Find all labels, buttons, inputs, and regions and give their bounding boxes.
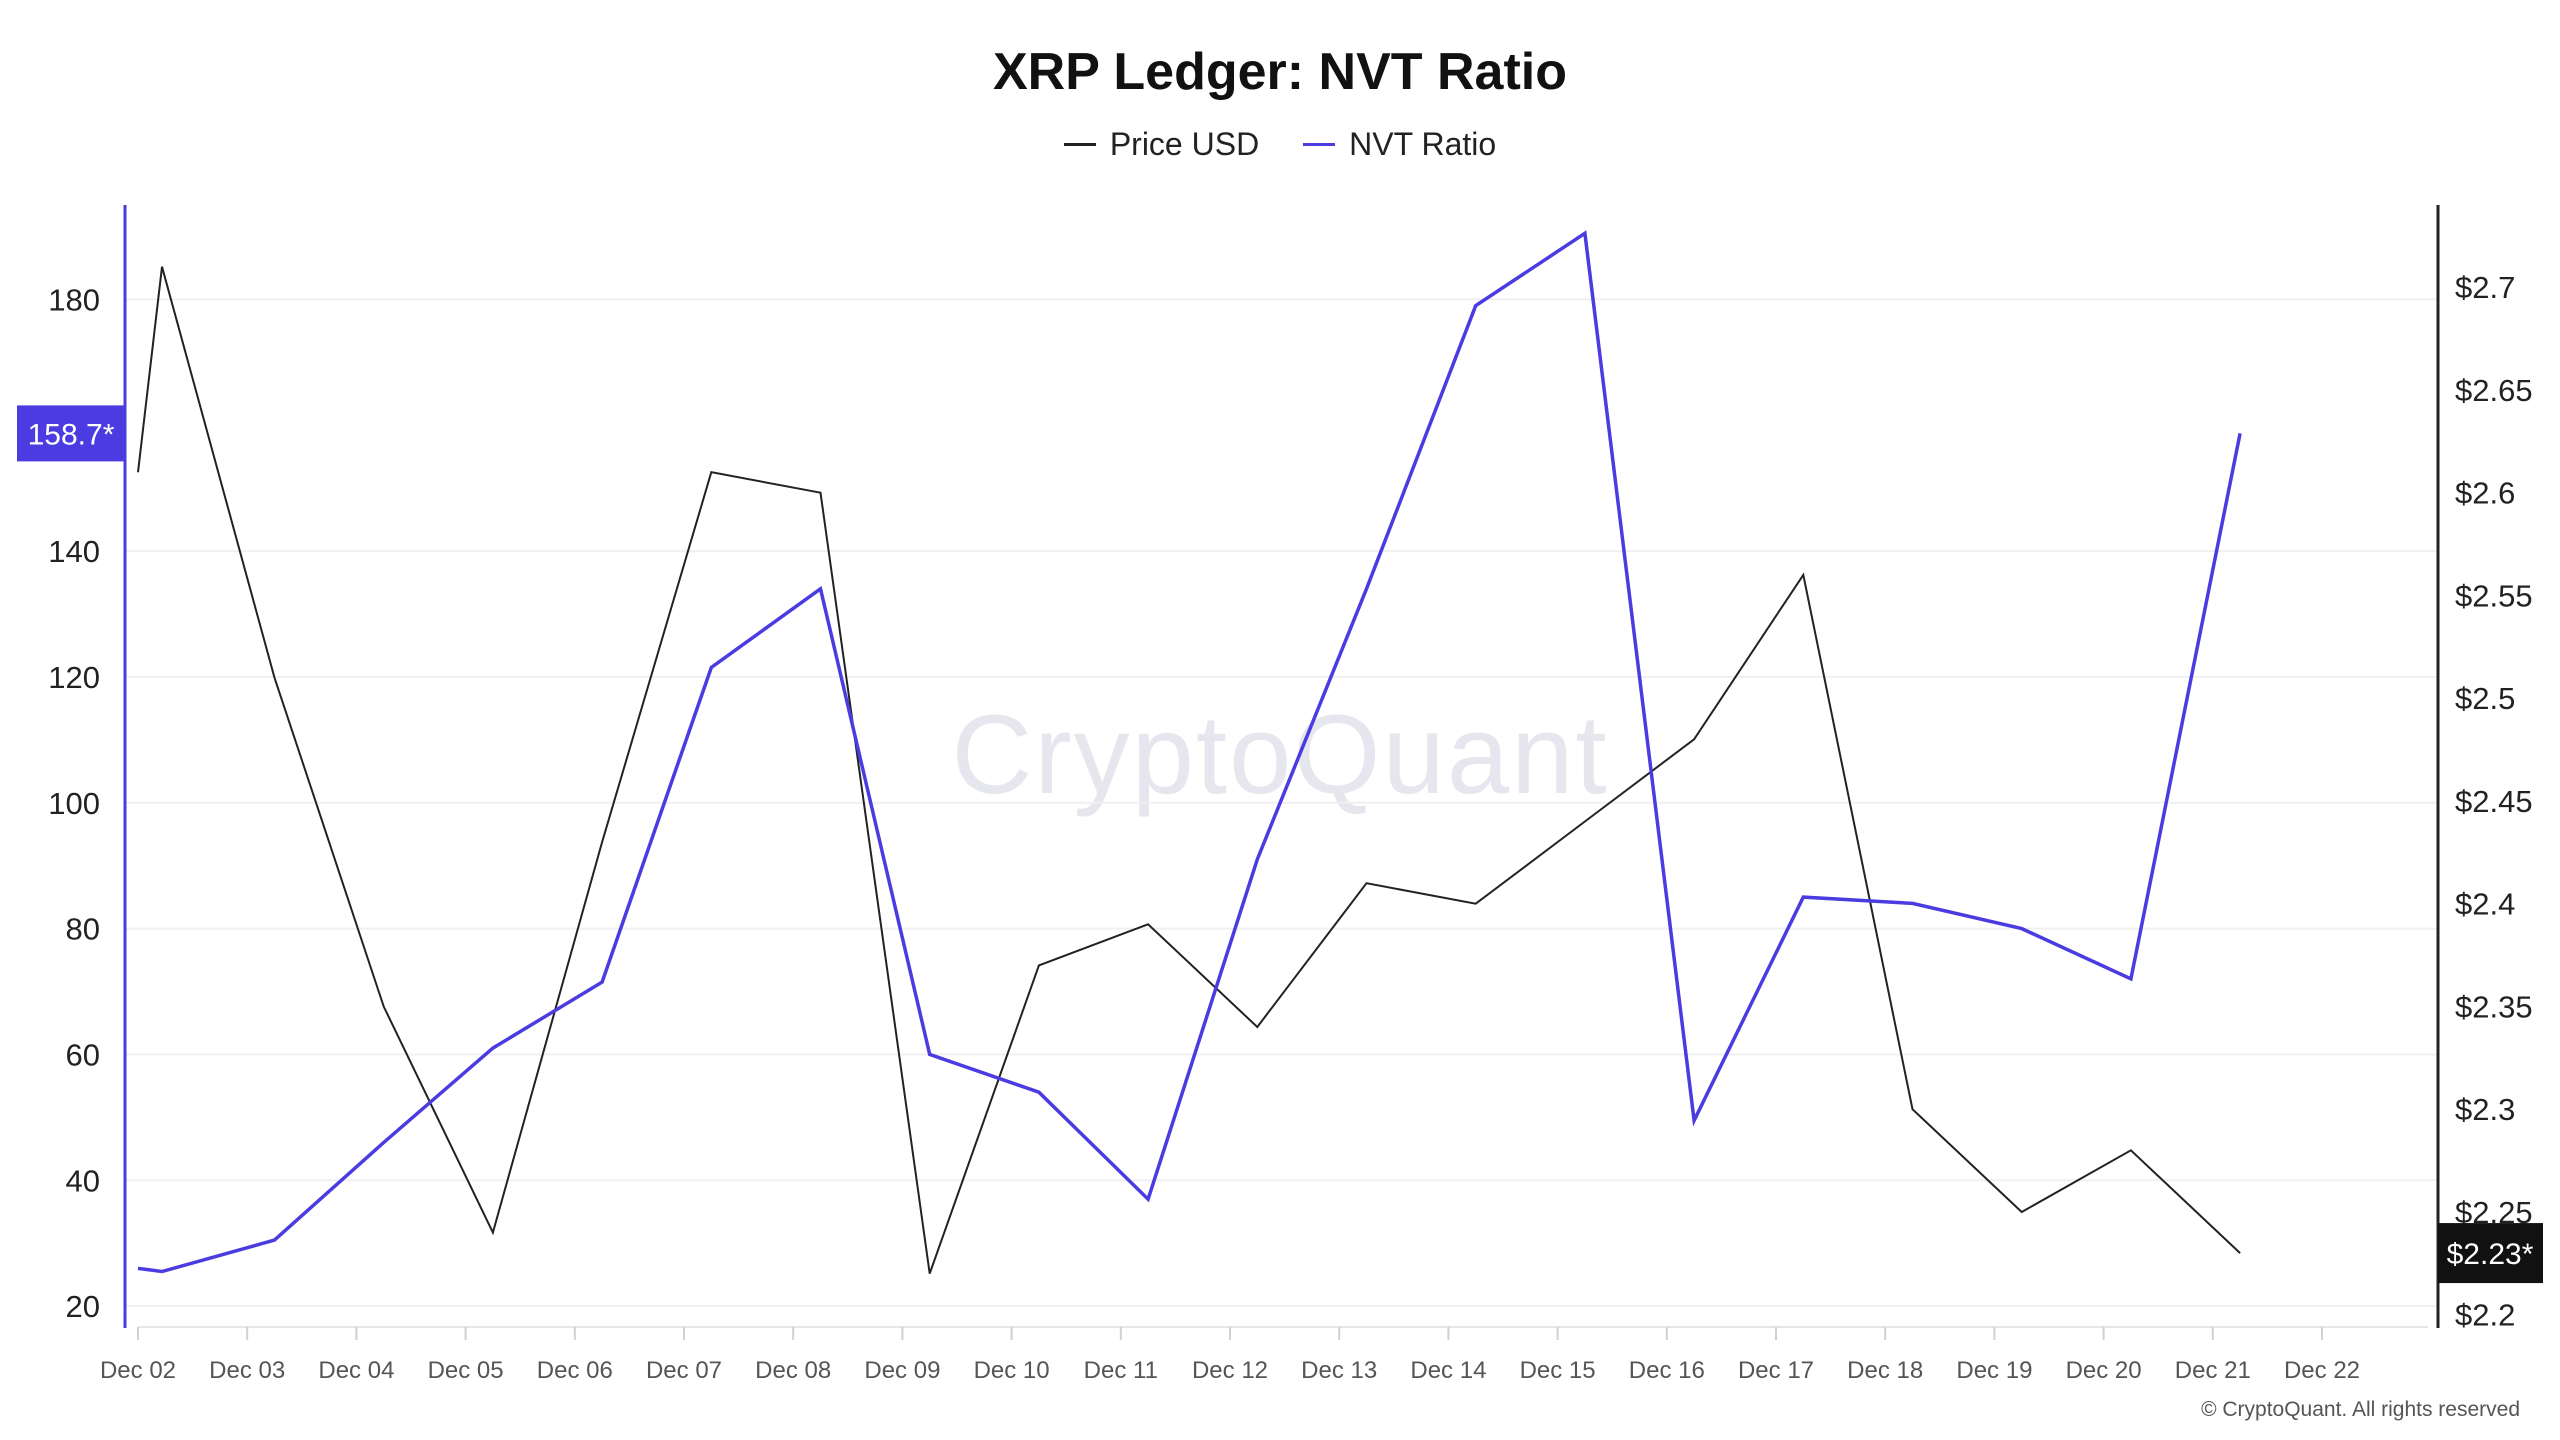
left-tick-label: 180	[48, 282, 100, 317]
x-tick-label: Dec 12	[1192, 1357, 1268, 1384]
right-tick-label: $2.5	[2455, 681, 2515, 716]
x-tick-label: Dec 10	[974, 1357, 1050, 1384]
right-tick-label: $2.7	[2455, 270, 2515, 305]
right-tick-label: $2.55	[2455, 578, 2533, 613]
legend-item-nvt[interactable]: NVT Ratio	[1303, 126, 1496, 163]
left-tick-label: 40	[66, 1163, 100, 1198]
x-tick-label: Dec 19	[1956, 1357, 2032, 1384]
x-tick-label: Dec 20	[2066, 1357, 2142, 1384]
right-tick-label: $2.35	[2455, 989, 2533, 1024]
x-tick-label: Dec 06	[537, 1357, 613, 1384]
left-value-badge-label: 158.7*	[28, 418, 115, 451]
right-tick-label: $2.3	[2455, 1092, 2515, 1127]
right-tick-label: $2.4	[2455, 887, 2515, 922]
legend-swatch-nvt	[1303, 143, 1336, 146]
x-tick-label: Dec 15	[1520, 1357, 1596, 1384]
x-tick-label: Dec 02	[100, 1357, 176, 1384]
left-tick-label: 100	[48, 786, 100, 821]
x-tick-label: Dec 04	[318, 1357, 394, 1384]
x-tick-label: Dec 07	[646, 1357, 722, 1384]
x-tick-label: Dec 17	[1738, 1357, 1814, 1384]
x-tick-label: Dec 16	[1629, 1357, 1705, 1384]
x-tick-label: Dec 18	[1847, 1357, 1923, 1384]
right-tick-label: $2.45	[2455, 784, 2533, 819]
x-tick-label: Dec 08	[755, 1357, 831, 1384]
left-tick-label: 60	[66, 1037, 100, 1072]
price-usd-line	[137, 266, 2241, 1274]
legend-swatch-price	[1063, 143, 1096, 146]
right-tick-label: $2.65	[2455, 373, 2533, 408]
right-value-badge-label: $2.23*	[2447, 1238, 2534, 1271]
left-tick-label: 120	[48, 660, 100, 695]
x-tick-label: Dec 09	[864, 1357, 940, 1384]
left-tick-label: 140	[48, 534, 100, 569]
legend-label-price: Price USD	[1109, 126, 1260, 162]
right-value-badge	[2438, 1223, 2543, 1284]
x-tick-label: Dec 14	[1410, 1357, 1486, 1384]
nvt-ratio-line	[137, 230, 2242, 1274]
x-tick-label: Dec 05	[428, 1357, 504, 1384]
x-tick-label: Dec 22	[2284, 1357, 2360, 1384]
x-tick-label: Dec 11	[1084, 1357, 1158, 1384]
right-tick-label: $2.6	[2455, 476, 2515, 511]
x-tick-label: Dec 21	[2175, 1357, 2251, 1384]
left-tick-label: 20	[66, 1289, 100, 1324]
copyright: © CryptoQuant. All rights reserved	[2201, 1398, 2520, 1421]
watermark: CryptoQuant	[951, 692, 1609, 817]
legend: Price USD NVT Ratio	[0, 126, 2560, 163]
chart-title: XRP Ledger: NVT Ratio	[992, 43, 1567, 101]
x-tick-label: Dec 13	[1301, 1357, 1377, 1384]
legend-item-price[interactable]: Price USD	[1063, 126, 1260, 163]
right-tick-label: $2.2	[2455, 1298, 2515, 1333]
left-value-badge	[17, 405, 125, 462]
x-tick-label: Dec 03	[209, 1357, 285, 1384]
left-tick-label: 80	[66, 912, 100, 947]
legend-label-nvt: NVT Ratio	[1349, 126, 1497, 162]
